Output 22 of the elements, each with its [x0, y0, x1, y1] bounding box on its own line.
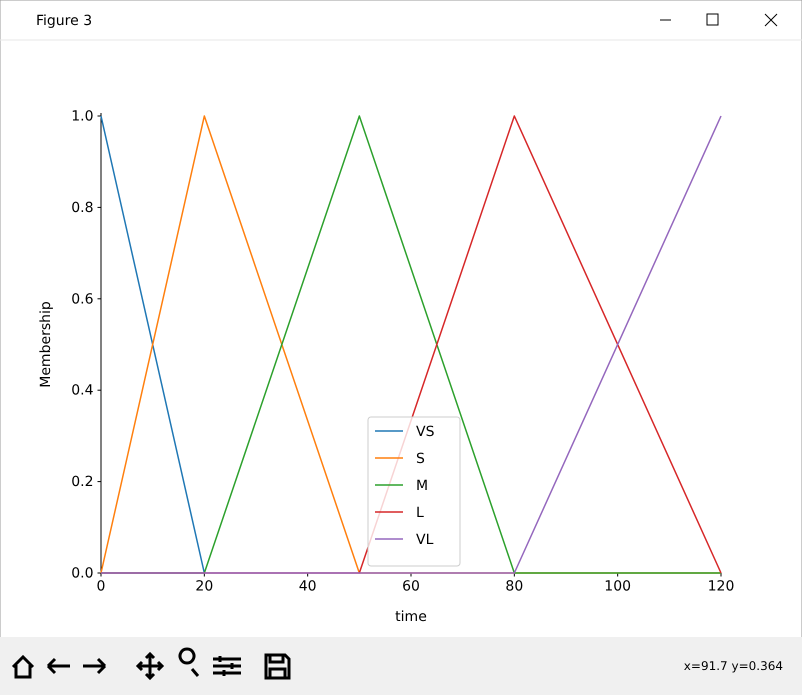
x-tick-label: 40	[298, 578, 317, 594]
x-tick-label: 120	[708, 578, 734, 594]
y-tick-label: 0.6	[71, 291, 94, 308]
x-axis-title: time	[395, 609, 427, 625]
x-tick-label: 20	[195, 578, 214, 594]
x-tick-label: 100	[604, 578, 632, 594]
x-tick-label: 60	[402, 578, 420, 594]
y-tick-label: 0.0	[71, 565, 94, 582]
x-tick-label: 0	[96, 578, 106, 594]
x-tick-label: 80	[505, 578, 524, 594]
caption: Figure 3	[36, 13, 92, 29]
y-axis-title: Membership	[38, 301, 54, 388]
legend-label: VS	[416, 424, 435, 440]
y-tick-label: 0.8	[71, 200, 94, 216]
legend-label: S	[416, 451, 425, 467]
y-tick-label: 1.0	[71, 108, 94, 124]
text: x=91.7 y=0.364	[684, 659, 783, 673]
y-tick-label: 0.2	[71, 474, 94, 490]
legend-label: L	[416, 505, 424, 521]
legend-label: VL	[416, 532, 434, 548]
y-tick-label: 0.4	[71, 382, 94, 399]
legend-label: M	[416, 478, 428, 494]
